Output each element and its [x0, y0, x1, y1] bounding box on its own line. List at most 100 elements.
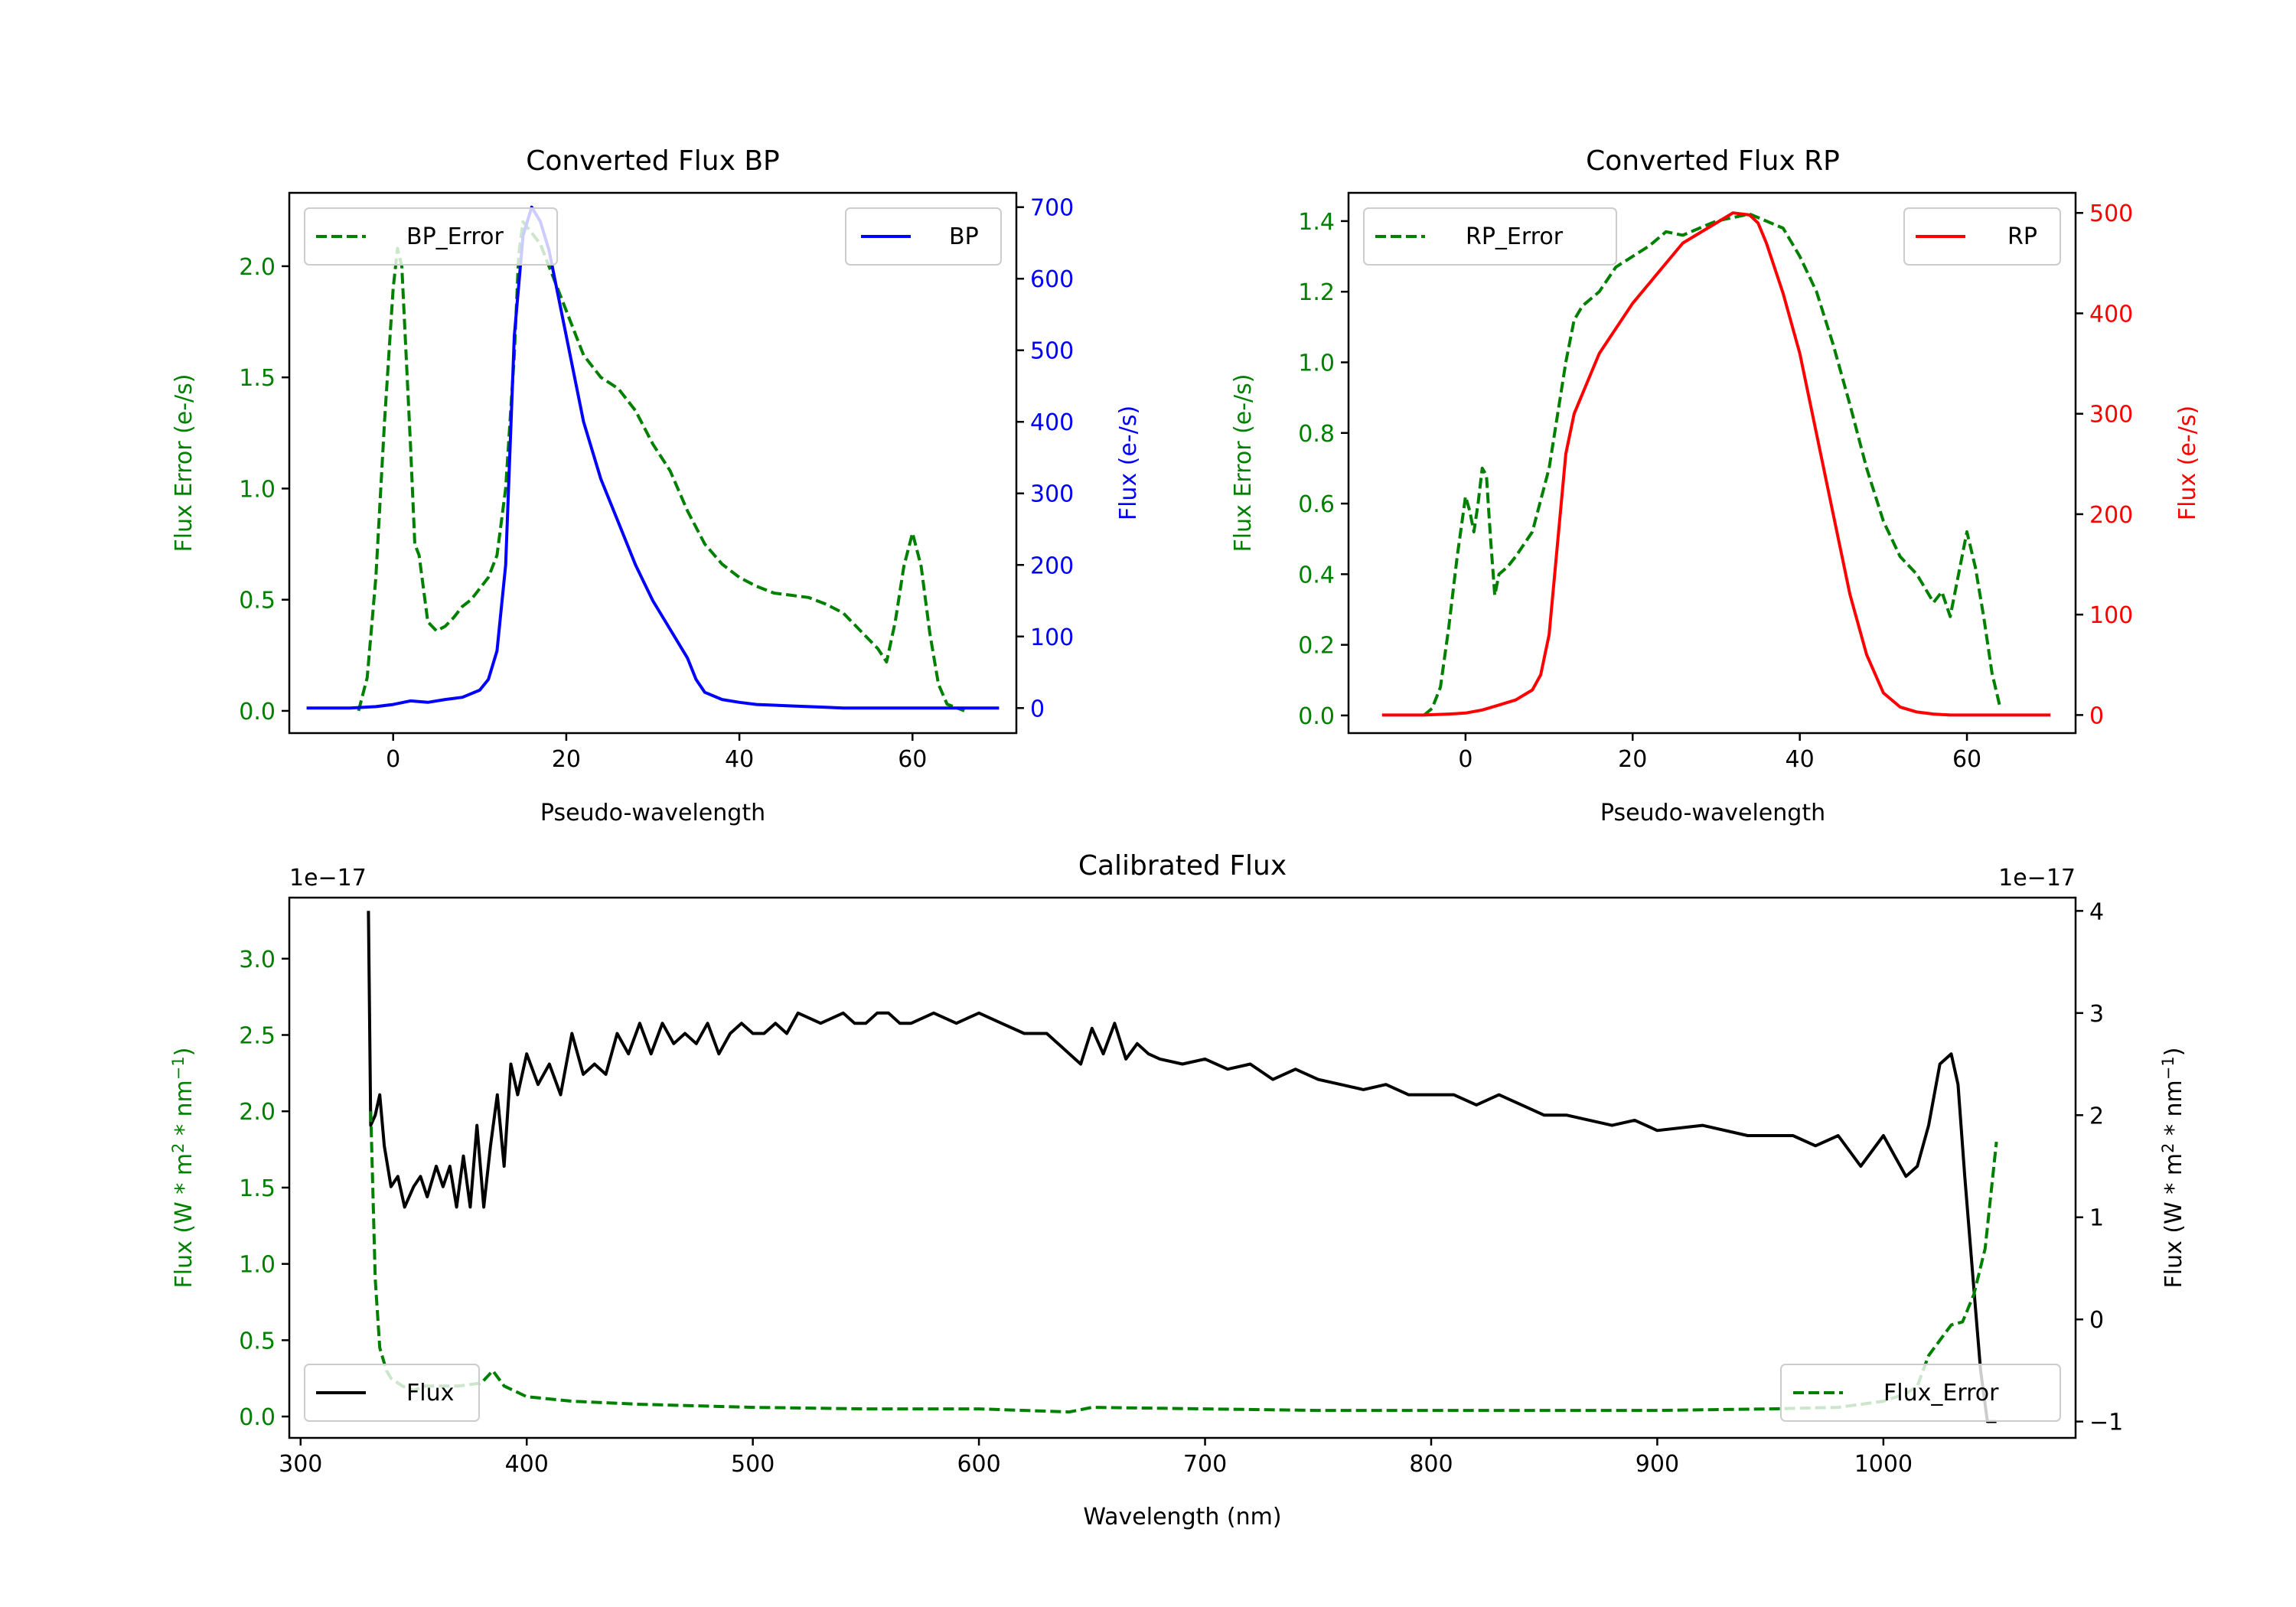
rp-title: Converted Flux RP [1586, 145, 1840, 177]
flux-legend-label: Flux [406, 1380, 454, 1407]
rp-plot-area [1381, 211, 2051, 717]
bp-ytick-right-label: 300 [1030, 481, 1074, 508]
cal-series-flux [367, 911, 1997, 1423]
bp-axes-frame [288, 191, 1018, 735]
cal-offset-left: 1e−17 [289, 865, 367, 892]
cal-xtick-label: 500 [731, 1451, 775, 1478]
bp-ytick-left-label: 0.0 [239, 699, 276, 725]
bp-title: Converted Flux BP [526, 145, 779, 177]
bp-legend-right: BP [845, 207, 1002, 266]
rp-legend-label: RP [2007, 223, 2037, 250]
bp-ytick-right-label: 200 [1030, 553, 1074, 579]
bp-legend-label: BP [949, 223, 979, 250]
rp-error-legend-label: RP_Error [1466, 223, 1564, 250]
cal-x-ticks: 300 400 500 600 700 800 900 1000 [279, 1438, 1913, 1478]
cal-ytick-right-label: 0 [2089, 1307, 2104, 1334]
cal-ytick-left-label: 0.0 [239, 1404, 276, 1431]
cal-xtick-label: 900 [1636, 1451, 1679, 1478]
cal-legend-right: Flux_Error [1780, 1364, 2061, 1422]
rp-ytick-right-label: 0 [2089, 702, 2104, 729]
cal-ytick-right-label: 2 [2089, 1103, 2104, 1129]
rp-xtick-label: 40 [1786, 746, 1815, 773]
bp-xtick-label: 0 [386, 746, 400, 773]
rp-xtick-label: 20 [1618, 746, 1647, 773]
bp-plot-area [306, 205, 1000, 712]
cal-xtick-label: 300 [279, 1451, 322, 1478]
bp-left-ticks: 0.0 0.5 1.0 1.5 2.0 [239, 254, 289, 725]
rp-ytick-right-label: 400 [2089, 301, 2133, 328]
bp-ylabel-left: Flux Error (e-/s) [171, 374, 197, 553]
cal-ytick-left-label: 1.5 [239, 1175, 276, 1202]
cal-title: Calibrated Flux [1078, 850, 1287, 882]
bp-ytick-left-label: 1.0 [239, 476, 276, 503]
bp-xlabel: Pseudo-wavelength [540, 800, 765, 826]
rp-ytick-left-label: 0.0 [1298, 703, 1335, 730]
cal-xtick-label: 700 [1183, 1451, 1227, 1478]
rp-ytick-right-label: 300 [2089, 402, 2133, 429]
bp-right-ticks: 0 100 200 300 400 500 600 700 [1016, 195, 1074, 722]
rp-legend-left: RP_Error [1363, 207, 1617, 266]
bp-ytick-left-label: 1.5 [239, 365, 276, 392]
cal-xtick-label: 800 [1409, 1451, 1453, 1478]
bp-series-bp [306, 205, 1000, 710]
cal-ytick-right-label: 3 [2089, 1001, 2104, 1028]
bp-ytick-right-label: 500 [1030, 338, 1074, 365]
flux-error-legend-label: Flux_Error [1883, 1380, 1999, 1407]
rp-ytick-left-label: 0.2 [1298, 633, 1335, 660]
rp-x-ticks: 0 20 40 60 [1458, 733, 1981, 773]
cal-ytick-right-label: 1 [2089, 1205, 2104, 1232]
rp-right-ticks: 0 100 200 300 400 500 [2076, 200, 2133, 729]
rp-xlabel: Pseudo-wavelength [1600, 800, 1825, 826]
bp-x-ticks: 0 20 40 60 [386, 733, 927, 773]
bp-series-bp-error [357, 220, 965, 712]
bp-ylabel-right: Flux (e-/s) [1115, 406, 1142, 520]
bp-ytick-right-label: 0 [1030, 696, 1045, 722]
rp-ytick-right-label: 100 [2089, 602, 2133, 629]
bp-ytick-left-label: 0.5 [239, 588, 276, 614]
cal-ytick-left-label: 2.0 [239, 1099, 276, 1126]
rp-ylabel-right: Flux (e-/s) [2174, 406, 2201, 520]
panel-bp: Converted Flux BP 0 20 40 60 0.0 0.5 1.0 1.5 2.… [171, 145, 1142, 826]
cal-ytick-left-label: 1.0 [239, 1252, 276, 1279]
bp-ytick-right-label: 600 [1030, 266, 1074, 293]
cal-axes-frame [288, 896, 2077, 1439]
rp-ytick-left-label: 0.8 [1298, 421, 1335, 448]
cal-ytick-right-label: −1 [2089, 1410, 2123, 1436]
rp-left-ticks: 0.0 0.2 0.4 0.6 0.8 1.0 1.2 1.4 [1298, 209, 1349, 730]
bp-xtick-label: 60 [898, 746, 927, 773]
cal-xtick-label: 1000 [1854, 1451, 1913, 1478]
rp-series-rp [1381, 211, 2051, 717]
cal-xtick-label: 600 [957, 1451, 1000, 1478]
rp-series-rp-error [1423, 212, 2002, 717]
rp-legend-right: RP [1903, 207, 2061, 266]
cal-ytick-left-label: 2.5 [239, 1022, 276, 1049]
rp-ytick-left-label: 1.0 [1298, 350, 1335, 376]
rp-ytick-right-label: 500 [2089, 200, 2133, 227]
rp-ytick-right-label: 200 [2089, 502, 2133, 529]
cal-xlabel: Wavelength (nm) [1083, 1504, 1281, 1530]
bp-legend-left: BP_Error [304, 207, 558, 266]
rp-xtick-label: 0 [1458, 746, 1473, 773]
bp-ytick-right-label: 700 [1030, 195, 1074, 222]
cal-ytick-left-label: 3.0 [239, 947, 276, 973]
cal-ylabel-right: Flux (W * m2 * nm−1) [2159, 1048, 2187, 1289]
bp-ytick-right-label: 400 [1030, 409, 1074, 436]
cal-ylabel-left: Flux (W * m2 * nm−1) [169, 1048, 197, 1289]
rp-ytick-left-label: 0.4 [1298, 562, 1335, 588]
cal-left-ticks: 0.0 0.5 1.0 1.5 2.0 2.5 3.0 [239, 947, 289, 1431]
rp-axes-frame [1347, 191, 2077, 735]
cal-ytick-left-label: 0.5 [239, 1328, 276, 1354]
rp-ylabel-left: Flux Error (e-/s) [1230, 374, 1257, 553]
bp-xtick-label: 40 [725, 746, 754, 773]
rp-ytick-left-label: 1.4 [1298, 209, 1335, 236]
rp-ytick-left-label: 1.2 [1298, 279, 1335, 306]
bp-ytick-left-label: 2.0 [239, 254, 276, 281]
cal-right-ticks: −1 0 1 2 3 4 [2076, 898, 2123, 1436]
cal-legend-left: Flux [304, 1364, 480, 1422]
rp-ytick-left-label: 0.6 [1298, 491, 1335, 518]
panel-rp: Converted Flux RP 0 20 40 60 0.00.20.40.60.… [1230, 145, 2201, 826]
cal-ytick-right-label: 4 [2089, 898, 2104, 925]
bp-error-legend-label: BP_Error [406, 223, 504, 250]
cal-xtick-label: 400 [505, 1451, 549, 1478]
panel-calibrated: Calibrated Flux 1e−17 1e−17 300 400 500 600… [169, 850, 2187, 1530]
